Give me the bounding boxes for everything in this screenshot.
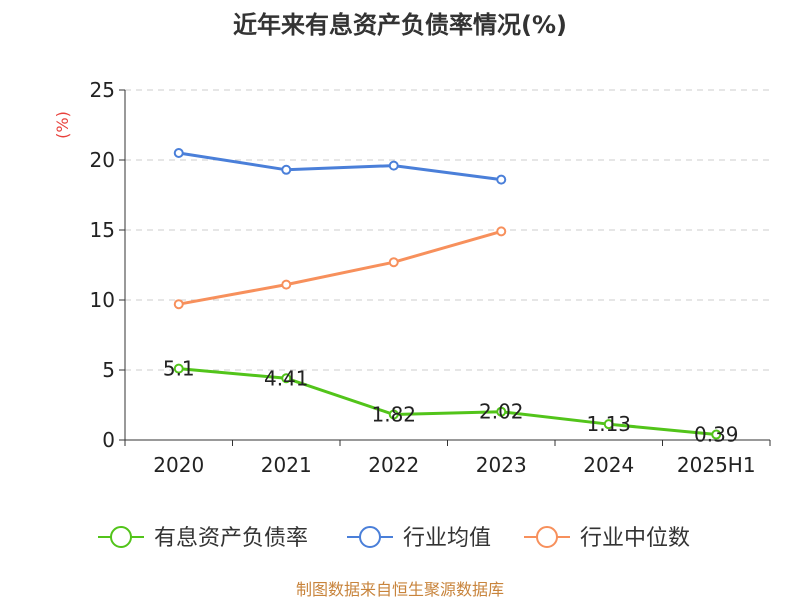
- data-point: [496, 226, 507, 237]
- data-label: 1.82: [371, 403, 416, 427]
- data-labels: 5.1 4.41 1.82 2.02 1.13 0.39: [163, 357, 739, 447]
- series: [173, 148, 722, 440]
- data-point: [603, 419, 614, 430]
- y-tick-label: 0: [102, 428, 115, 452]
- y-tick-label: 10: [90, 288, 115, 312]
- data-point: [281, 373, 292, 384]
- data-point: [281, 164, 292, 175]
- legend-item[interactable]: 行业中位数: [524, 526, 690, 551]
- y-unit-label: (%): [53, 111, 72, 139]
- data-point: [388, 257, 399, 268]
- data-point: [496, 406, 507, 417]
- source-note: 制图数据来自恒生聚源数据库: [296, 580, 504, 599]
- legend-label: 行业中位数: [580, 526, 690, 551]
- legend-marker: [110, 526, 132, 548]
- y-tick-label: 15: [90, 218, 115, 242]
- data-point: [711, 429, 722, 440]
- data-point: [496, 174, 507, 185]
- series-line: [178, 229, 502, 306]
- legend[interactable]: 有息资产负债率 行业均值 行业中位数: [98, 526, 690, 551]
- legend-marker: [536, 526, 558, 548]
- data-label: 1.13: [586, 412, 631, 436]
- data-label: 5.1: [163, 357, 195, 381]
- chart-title: 近年来有息资产负债率情况(%): [233, 11, 567, 39]
- y-tick-label: 25: [90, 78, 115, 102]
- legend-marker: [359, 526, 381, 548]
- axes: 0 5 10 15 20 25 2020 2021 2022 2023 2024 2025H1: [90, 78, 771, 477]
- grid: [125, 89, 770, 371]
- data-point: [281, 279, 292, 290]
- x-tick-label: 2024: [583, 453, 634, 477]
- data-point: [388, 160, 399, 171]
- y-tick-label: 20: [90, 148, 115, 172]
- data-point: [173, 363, 184, 374]
- x-tick-label: 2021: [261, 453, 312, 477]
- x-tick-label: 2020: [153, 453, 204, 477]
- data-label: 4.41: [264, 366, 309, 390]
- data-point: [173, 299, 184, 310]
- data-point: [388, 409, 399, 420]
- legend-item[interactable]: 有息资产负债率: [98, 526, 308, 551]
- legend-label: 有息资产负债率: [154, 526, 308, 551]
- legend-item[interactable]: 行业均值: [347, 526, 491, 551]
- data-label: 2.02: [479, 400, 524, 424]
- x-tick-label: 2022: [368, 453, 419, 477]
- series-line: [178, 151, 502, 182]
- x-tick-label: 2023: [476, 453, 527, 477]
- y-tick-label: 5: [102, 358, 115, 382]
- series-line: [178, 367, 717, 437]
- legend-label: 行业均值: [403, 526, 491, 551]
- data-point: [173, 148, 184, 158]
- x-tick-label: 2025H1: [677, 453, 756, 477]
- data-label: 0.39: [694, 423, 739, 447]
